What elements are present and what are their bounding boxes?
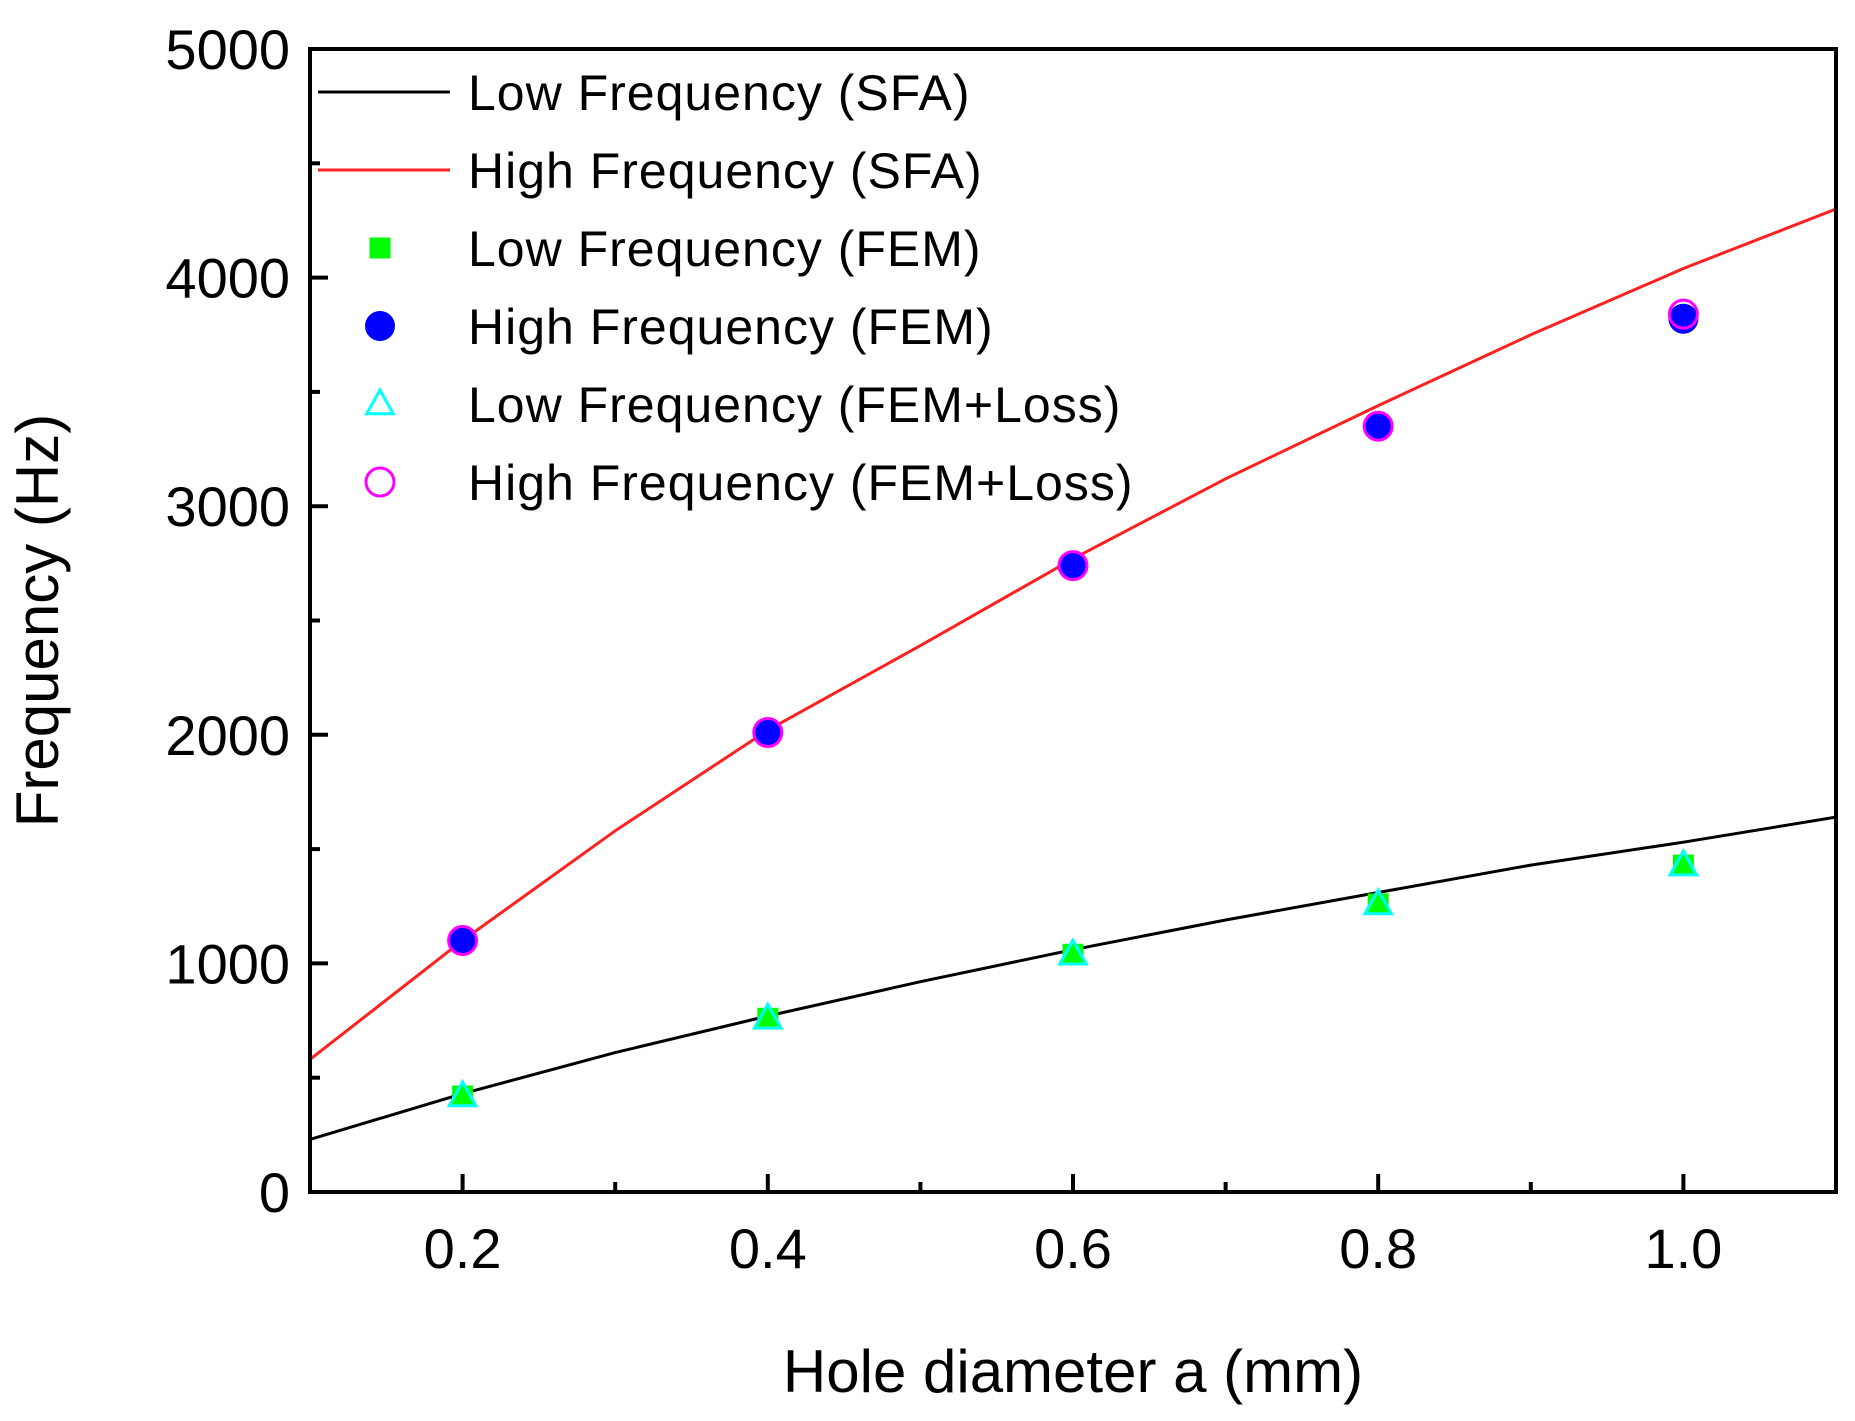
legend-label: Low Frequency (FEM) [468, 221, 982, 277]
legend-entry: High Frequency (FEM+Loss) [364, 455, 1134, 511]
legend-marker-swatch [364, 386, 396, 416]
data-point-series-3-point-2 [1058, 550, 1088, 581]
y-axis-title: Frequency (Hz) [4, 414, 71, 827]
y-tick-label: 2000 [165, 704, 290, 767]
ticks-layer [310, 47, 1686, 1194]
legend-entry: High Frequency (FEM) [365, 299, 994, 355]
legend-marker-swatch [364, 466, 396, 498]
data-point-series-4-point-0 [446, 1078, 479, 1108]
data-point-series-5-point-0 [447, 925, 479, 957]
tick-labels-layer: 0.2 0.4 0.6 0.8 1.0 0 1000 2000 3000 4000 5000 [165, 18, 1722, 1280]
y-tick-label: 5000 [165, 18, 290, 81]
y-tick-label: 3000 [165, 475, 290, 538]
x-tick-label: 0.6 [1034, 1217, 1112, 1280]
legend-marker-swatch [369, 237, 391, 259]
legend-entry: High Frequency (SFA) [318, 143, 983, 199]
legend-label: Low Frequency (SFA) [468, 65, 971, 121]
data-point-series-5-point-2 [1057, 550, 1089, 582]
legend: Low Frequency (SFA) High Frequency (SFA) L… [318, 65, 1134, 511]
legend-label: High Frequency (FEM) [468, 299, 994, 355]
x-tick-label: 1.0 [1644, 1217, 1722, 1280]
data-point-series-3-point-3 [1363, 411, 1394, 442]
data-point-series-4-point-1 [751, 1001, 784, 1030]
legend-marker-swatch [365, 311, 395, 341]
data-point-series-4-point-2 [1057, 937, 1089, 966]
y-tick-label: 1000 [165, 932, 290, 995]
data-point-series-5-point-1 [752, 717, 784, 749]
legend-label: High Frequency (FEM+Loss) [468, 455, 1134, 511]
x-axis-title: Hole diameter a (mm) [783, 1338, 1363, 1405]
data-point-series-3-point-0 [447, 925, 478, 956]
data-point-series-3-point-1 [752, 717, 783, 748]
x-tick-label: 0.2 [424, 1217, 502, 1280]
series-line-0 [310, 815, 1836, 1141]
x-tick-label: 0.8 [1339, 1217, 1417, 1280]
series-markers-layer [446, 298, 1700, 1108]
y-tick-label: 0 [259, 1161, 290, 1224]
legend-label: High Frequency (SFA) [468, 143, 983, 199]
legend-entry: Low Frequency (FEM) [369, 221, 982, 277]
legend-entry: Low Frequency (SFA) [318, 65, 971, 121]
data-point-series-4-point-3 [1362, 886, 1395, 916]
data-point-series-5-point-4 [1667, 298, 1699, 330]
data-point-series-5-point-3 [1362, 410, 1394, 442]
y-tick-label: 4000 [165, 247, 290, 310]
data-point-series-4-point-4 [1667, 848, 1700, 877]
legend-entry: Low Frequency (FEM+Loss) [364, 377, 1121, 433]
legend-label: Low Frequency (FEM+Loss) [468, 377, 1121, 433]
x-tick-label: 0.4 [729, 1217, 807, 1280]
